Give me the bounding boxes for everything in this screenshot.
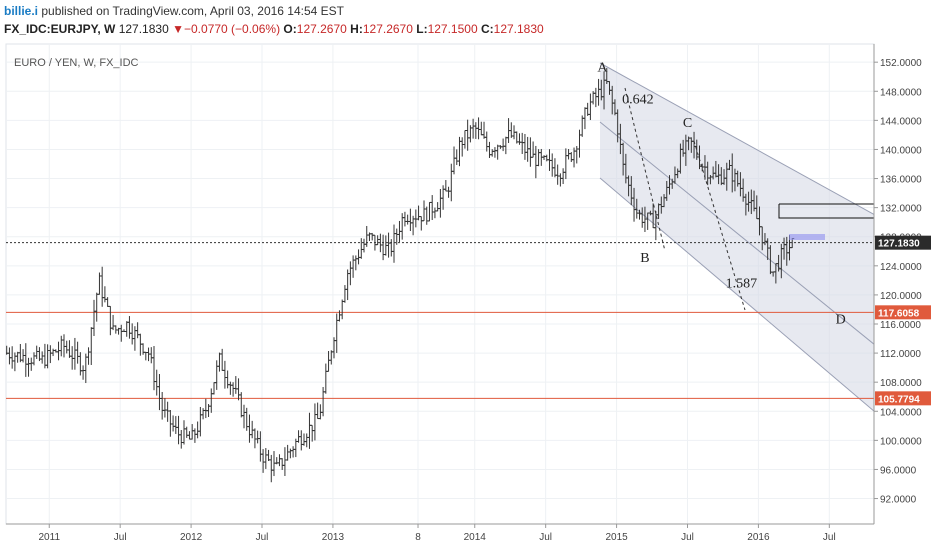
y-tick-label: 148.0000 xyxy=(880,87,922,98)
fib-ratio-label: 0.642 xyxy=(622,93,654,108)
down-arrow-icon: ▼ xyxy=(172,22,184,36)
y-axis[interactable]: 152.0000 148.0000 144.0000 140.0000 136.0000… xyxy=(874,58,922,506)
target-box-line xyxy=(778,204,874,219)
x-tick-label: Jul xyxy=(114,532,127,543)
x-tick-label: 2015 xyxy=(605,532,628,543)
wave-label-a: A xyxy=(597,61,608,76)
y-tick-label: 104.0000 xyxy=(880,407,922,418)
x-tick-label: 2013 xyxy=(322,532,345,543)
x-tick-label: 2016 xyxy=(747,532,770,543)
low-value: 127.1500 xyxy=(427,22,478,36)
channel-upper-line xyxy=(599,62,874,216)
x-tick-label: Jul xyxy=(256,532,269,543)
wave-label-c: C xyxy=(683,116,692,131)
y-tick-label: 132.0000 xyxy=(880,204,922,215)
horizontal-levels xyxy=(6,311,874,399)
y-tick-label: 144.0000 xyxy=(880,116,922,127)
channel-lower-line xyxy=(599,177,874,412)
annotations xyxy=(624,87,874,311)
projection-box xyxy=(789,234,825,240)
high-value: 127.2670 xyxy=(362,22,413,36)
x-tick-label: Jul xyxy=(681,532,694,543)
x-tick-label: 2011 xyxy=(39,532,61,543)
last-price-tag: 127.1830 xyxy=(878,239,920,250)
y-tick-label: 100.0000 xyxy=(880,436,922,447)
wave-label-d: D xyxy=(836,312,846,327)
x-tick-label: 2012 xyxy=(180,532,203,543)
last-price: 127.1830 xyxy=(118,22,169,36)
high-label: H: xyxy=(350,22,363,36)
symbol-line: FX_IDC:EURJPY, W 127.1830 ▼−0.0770 (−0.0… xyxy=(4,22,544,36)
y-tick-label: 96.0000 xyxy=(880,465,917,476)
author-link[interactable]: billie.i xyxy=(4,4,39,18)
y-tick-label: 124.0000 xyxy=(880,262,922,273)
y-tick-label: 136.0000 xyxy=(880,175,922,186)
y-tick-label: 120.0000 xyxy=(880,291,922,302)
channel-mid-line xyxy=(599,121,874,345)
open-value: 127.2670 xyxy=(296,22,347,36)
x-axis[interactable]: 2011 Jul 2012 Jul 2013 8 2014 Jul 2015 Jul 2016 Jul xyxy=(39,524,836,543)
last-price-tag-bg xyxy=(875,235,931,250)
level-tag: 117.6058 xyxy=(878,308,920,319)
level-tag: 105.7794 xyxy=(878,394,920,405)
x-tick-label: Jul xyxy=(539,532,552,543)
y-tick-label: 116.0000 xyxy=(880,320,921,331)
symbol-label: FX_IDC:EURJPY, W xyxy=(4,22,116,36)
price-change: −0.0770 (−0.06%) xyxy=(184,22,281,36)
level-tag-bg xyxy=(875,305,931,320)
open-label: O: xyxy=(283,22,297,36)
chart-title: EURO / YEN, W, FX_IDC xyxy=(14,57,139,69)
ohlc-bars xyxy=(6,68,795,483)
price-tags: 127.1830 117.6058 105.7794 xyxy=(875,235,931,406)
y-tick-label: 152.0000 xyxy=(880,58,922,69)
x-tick-label: 8 xyxy=(415,532,421,543)
x-tick-label: Jul xyxy=(823,532,836,543)
close-label: C: xyxy=(480,22,494,36)
x-tick-label: 2014 xyxy=(464,532,487,543)
published-text: published on TradingView.com, April 03, … xyxy=(41,4,345,18)
wave-labels: A B C D xyxy=(597,61,845,328)
low-label: L: xyxy=(416,22,428,36)
level-tag-bg xyxy=(875,391,931,406)
fib-line-ab xyxy=(624,87,666,252)
fib-ratio-label: 1.587 xyxy=(726,277,758,292)
y-tick-label: 92.0000 xyxy=(880,495,917,506)
close-value: 127.1830 xyxy=(493,22,544,36)
y-tick-label: 140.0000 xyxy=(880,145,922,156)
y-tick-label: 108.0000 xyxy=(880,378,922,389)
regression-channel xyxy=(599,62,874,412)
wave-label-b: B xyxy=(640,251,649,266)
fib-labels: 0.642 1.587 xyxy=(622,93,757,292)
publisher-line: billie.i published on TradingView.com, A… xyxy=(4,4,344,18)
y-tick-label: 112.0000 xyxy=(880,349,921,360)
